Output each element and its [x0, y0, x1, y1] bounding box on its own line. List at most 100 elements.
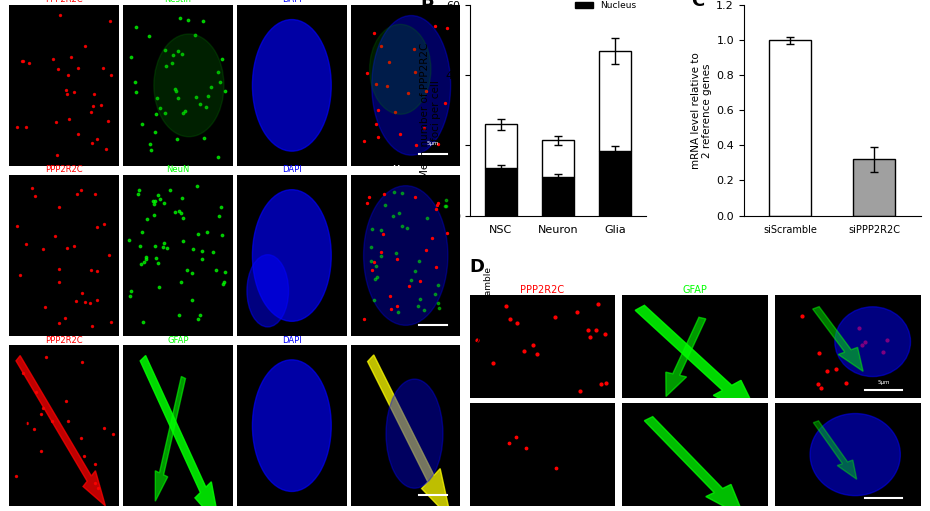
Point — [60, 90, 74, 99]
Point — [875, 347, 890, 356]
Point — [857, 338, 872, 346]
Point — [425, 234, 440, 242]
Point — [529, 350, 544, 358]
Point — [370, 133, 385, 141]
Title: Merge: Merge — [392, 166, 419, 174]
Point — [438, 99, 453, 107]
FancyArrow shape — [140, 356, 219, 511]
Point — [136, 318, 151, 326]
Point — [69, 296, 84, 305]
Title: DAPI: DAPI — [282, 0, 301, 4]
Point — [368, 262, 383, 270]
Point — [215, 55, 230, 63]
Point — [580, 326, 595, 334]
Bar — [485, 168, 516, 216]
Point — [429, 263, 444, 271]
Point — [148, 242, 163, 250]
Point — [392, 208, 406, 217]
Point — [104, 318, 119, 327]
Point — [418, 246, 433, 254]
Point — [172, 311, 187, 319]
Bar — [769, 40, 811, 216]
Point — [413, 277, 428, 286]
Ellipse shape — [835, 307, 910, 377]
Point — [430, 298, 445, 307]
Point — [366, 259, 381, 267]
Point — [598, 330, 613, 338]
Point — [429, 204, 444, 213]
Point — [124, 53, 139, 61]
Text: siScramble: siScramble — [484, 266, 493, 316]
Point — [180, 266, 195, 274]
Point — [218, 268, 232, 276]
Point — [357, 315, 372, 323]
Point — [193, 311, 208, 319]
Point — [128, 88, 143, 96]
Point — [19, 123, 33, 131]
Point — [399, 224, 414, 233]
Point — [52, 277, 67, 286]
Point — [73, 433, 88, 442]
Point — [95, 64, 110, 73]
Point — [84, 108, 99, 116]
Point — [549, 464, 564, 472]
Title: Merge: Merge — [392, 336, 419, 344]
Text: 5µm: 5µm — [877, 380, 890, 385]
Title: GFAP: GFAP — [683, 285, 708, 295]
Point — [84, 266, 99, 274]
Point — [819, 367, 834, 376]
Point — [417, 306, 432, 314]
Point — [156, 242, 171, 250]
Point — [153, 104, 167, 112]
Point — [431, 281, 445, 289]
Point — [166, 51, 180, 59]
Point — [360, 199, 375, 207]
Circle shape — [153, 34, 224, 137]
Point — [60, 417, 75, 426]
Point — [73, 186, 88, 194]
Point — [104, 71, 119, 79]
Point — [139, 255, 153, 263]
Point — [145, 197, 160, 205]
Point — [516, 347, 531, 356]
Point — [382, 292, 397, 300]
Point — [162, 186, 177, 194]
Point — [67, 87, 82, 96]
Point — [193, 100, 207, 108]
Point — [48, 118, 63, 126]
Point — [880, 336, 895, 344]
Point — [9, 123, 24, 131]
Point — [214, 231, 229, 239]
Point — [63, 53, 78, 61]
Point — [89, 267, 104, 275]
Point — [35, 245, 50, 253]
Point — [213, 203, 228, 211]
Point — [369, 273, 384, 281]
Point — [381, 58, 396, 66]
Point — [46, 55, 60, 63]
Point — [132, 242, 147, 250]
Point — [101, 250, 116, 259]
Point — [97, 424, 112, 432]
Point — [147, 200, 162, 208]
Point — [518, 444, 533, 452]
Point — [376, 229, 391, 238]
Point — [364, 257, 379, 265]
Point — [386, 212, 401, 220]
Title: Merge: Merge — [392, 0, 419, 4]
Point — [373, 42, 388, 50]
Point — [428, 290, 443, 298]
Point — [76, 452, 91, 460]
Point — [485, 359, 500, 367]
Point — [176, 237, 191, 245]
Circle shape — [369, 25, 431, 114]
Title: DAPI: DAPI — [282, 336, 301, 344]
Point — [50, 65, 65, 73]
Point — [27, 425, 42, 433]
Point — [852, 324, 867, 332]
Point — [374, 248, 389, 257]
Point — [146, 211, 161, 219]
Title: PPP2R2C: PPP2R2C — [46, 0, 83, 4]
Point — [440, 24, 455, 32]
Point — [499, 301, 514, 310]
